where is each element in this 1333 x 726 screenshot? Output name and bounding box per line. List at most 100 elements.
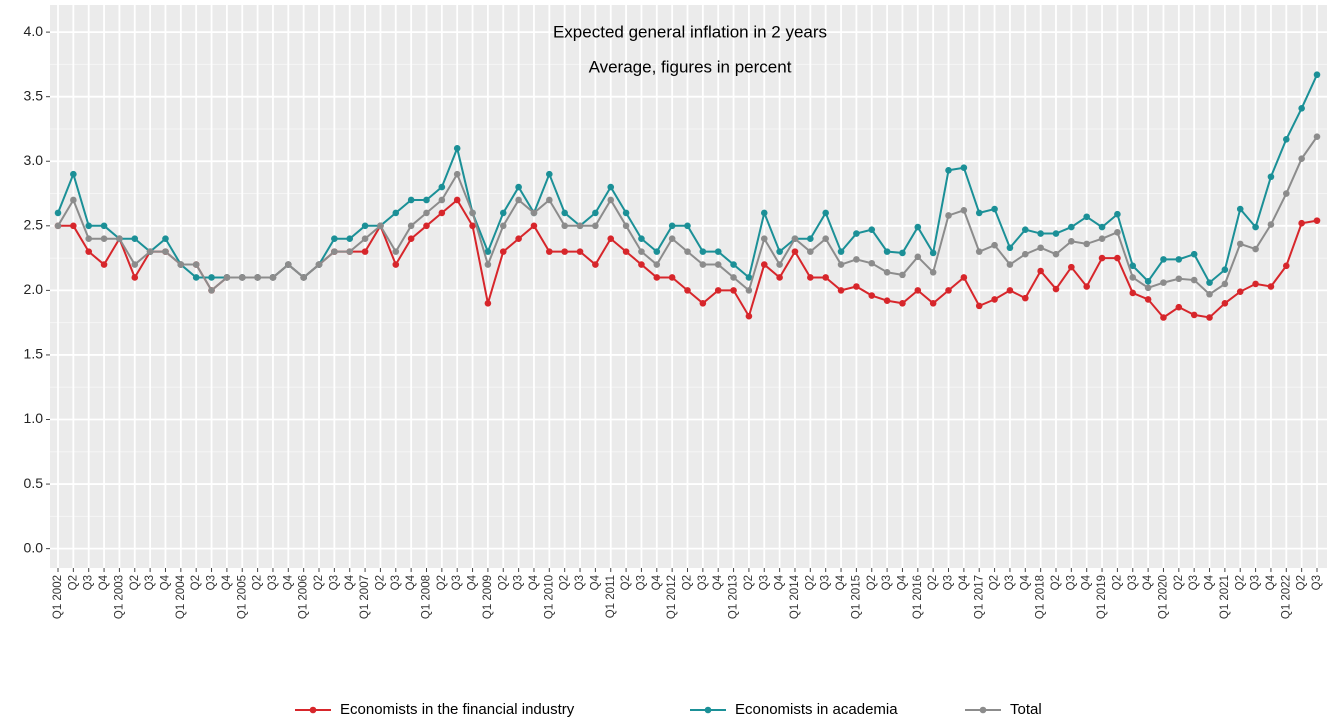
point: [945, 287, 952, 294]
point: [392, 209, 400, 217]
point: [1175, 256, 1183, 263]
point: [131, 235, 139, 243]
x-tick-label: Q1 2018: [1035, 575, 1047, 619]
point: [699, 248, 707, 255]
point: [638, 248, 645, 255]
point: [1144, 284, 1152, 292]
point: [929, 299, 937, 307]
point: [423, 222, 430, 230]
point: [530, 209, 538, 217]
point: [423, 209, 430, 217]
x-tick-label: Q4: [160, 574, 172, 590]
y-tick-label: 2.5: [24, 217, 44, 233]
point: [592, 209, 599, 217]
x-tick-label: Q2: [866, 575, 878, 590]
point: [807, 248, 814, 255]
point: [638, 261, 645, 268]
point: [1052, 285, 1060, 293]
x-tick-label: Q1 2012: [666, 575, 678, 619]
point: [515, 183, 522, 191]
point: [668, 235, 676, 243]
point: [1006, 261, 1014, 268]
point: [315, 261, 323, 268]
point: [1068, 263, 1075, 271]
x-tick-label: Q4: [1019, 574, 1031, 590]
point: [776, 248, 783, 255]
x-tick-label: Q2: [1111, 575, 1123, 590]
point: [975, 209, 983, 217]
point: [822, 235, 829, 243]
grid: [50, 5, 1327, 568]
point: [576, 248, 584, 255]
point: [622, 222, 630, 230]
point: [699, 299, 707, 307]
point: [1098, 235, 1106, 243]
x-tick-label: Q2: [1173, 575, 1185, 590]
point: [1114, 210, 1121, 218]
point: [991, 296, 998, 303]
point: [1083, 283, 1090, 290]
x-tick-label: Q3: [513, 575, 525, 590]
point: [192, 274, 200, 281]
x-tick-label: Q4: [282, 574, 294, 590]
point: [960, 164, 968, 172]
point: [1221, 299, 1229, 307]
x-tick-label: Q1 2011: [605, 575, 617, 618]
point: [377, 222, 384, 230]
point: [622, 248, 630, 255]
x-tick-label: Q2: [497, 575, 509, 590]
point: [162, 248, 169, 255]
x-tick-label: Q3: [267, 575, 279, 590]
point: [807, 235, 814, 243]
point: [162, 235, 169, 243]
point: [300, 274, 307, 281]
point: [1129, 274, 1137, 281]
x-tick-label: Q2: [313, 575, 325, 590]
point: [576, 222, 584, 230]
point: [407, 235, 415, 243]
x-tick-label: Q1 2008: [421, 575, 433, 619]
point: [837, 261, 845, 268]
point: [822, 209, 829, 217]
point: [561, 209, 568, 217]
point: [177, 261, 185, 268]
point: [607, 235, 615, 243]
point: [499, 222, 507, 230]
point: [1313, 71, 1321, 79]
point: [1190, 250, 1198, 258]
point: [960, 207, 968, 214]
point: [807, 274, 814, 281]
x-tick-label: Q1 2019: [1096, 575, 1108, 619]
point: [991, 205, 998, 213]
legend-point: [704, 706, 712, 714]
point: [822, 274, 829, 281]
point: [776, 274, 783, 281]
point: [484, 261, 492, 268]
x-tick-label: Q2: [927, 575, 939, 590]
point: [1190, 311, 1198, 319]
x-tick-label: Q2: [374, 575, 386, 590]
x-tick-label: Q4: [405, 574, 417, 590]
x-tick-label: Q3: [943, 575, 955, 590]
x-tick-label: Q4: [98, 574, 110, 590]
point: [653, 248, 661, 255]
point: [238, 274, 246, 281]
y-tick-label: 0.0: [24, 539, 44, 555]
point: [1144, 296, 1152, 303]
point: [714, 287, 722, 294]
x-tick-label: Q1 2009: [482, 575, 494, 619]
point: [1037, 267, 1044, 275]
point: [407, 196, 415, 204]
point: [745, 312, 753, 320]
y-tick-label: 3.0: [24, 152, 44, 168]
x-tick-label: Q1 2003: [113, 575, 125, 619]
point: [760, 235, 768, 243]
x-tick-label: Q2: [989, 575, 1001, 590]
point: [453, 196, 461, 204]
x-tick-label: Q2: [190, 575, 202, 590]
point: [1098, 223, 1106, 231]
point: [85, 235, 93, 243]
point: [1236, 205, 1244, 213]
point: [684, 248, 691, 255]
